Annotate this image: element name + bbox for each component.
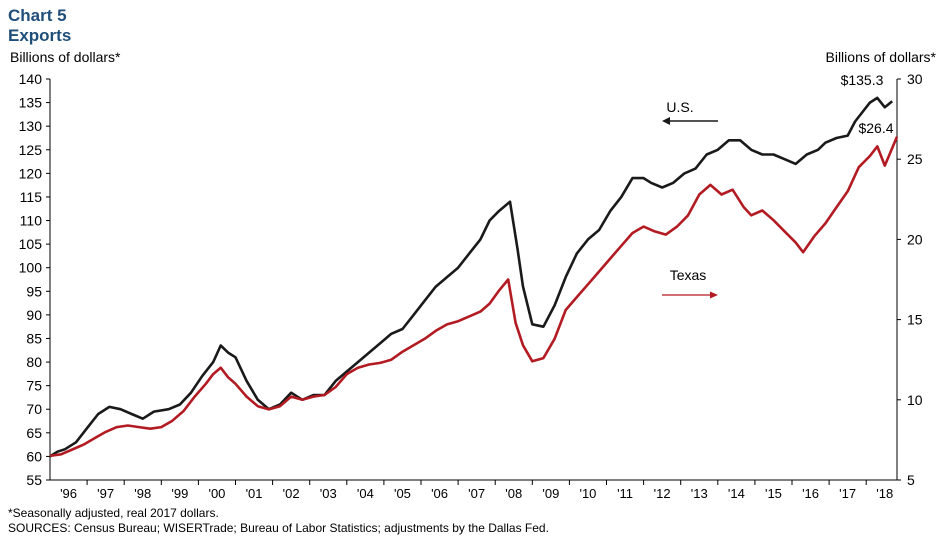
right-axis-tick-label: 5 (907, 472, 915, 488)
x-axis-tick-label: '11 (617, 486, 633, 501)
left-axis-tick-label: 85 (26, 330, 42, 346)
x-axis-tick-label: '13 (691, 486, 708, 501)
texas-series-label: Texas (670, 267, 707, 283)
x-axis-tick-label: '02 (283, 486, 300, 501)
us-legend-arrowhead (662, 117, 670, 125)
chart-axes: 5560657075808590951001051101151201251301… (19, 71, 923, 501)
x-axis-tick-label: '14 (728, 486, 745, 501)
x-axis-tick-label: '15 (765, 486, 782, 501)
x-axis-tick-label: '04 (357, 486, 374, 501)
left-axis-tick-label: 130 (19, 118, 43, 134)
left-axis-tick-label: 135 (19, 95, 43, 111)
left-axis-tick-label: 120 (19, 165, 43, 181)
texas-exports-line (49, 136, 899, 458)
us-series-label: U.S. (666, 99, 693, 115)
left-axis-tick-label: 55 (26, 472, 42, 488)
x-axis-tick-label: '05 (394, 486, 411, 501)
texas-last-value-label: $26.4 (858, 120, 893, 136)
x-axis-tick-label: '07 (468, 486, 485, 501)
left-axis-tick-label: 100 (19, 260, 43, 276)
left-axis-tick-label: 110 (20, 213, 43, 229)
x-axis-tick-label: '18 (876, 486, 893, 501)
left-axis-tick-label: 90 (26, 307, 42, 323)
right-axis-tick-label: 15 (907, 312, 923, 328)
right-axis-tick-label: 20 (907, 231, 923, 247)
texas-legend-arrowhead (710, 291, 718, 299)
x-axis-tick-label: '10 (579, 486, 596, 501)
x-axis-tick-label: '00 (208, 486, 225, 501)
footnote-adjustment: *Seasonally adjusted, real 2017 dollars. (8, 506, 219, 520)
x-axis-tick-label: '03 (320, 486, 337, 501)
us-exports-line (49, 96, 894, 458)
footnote-sources: SOURCES: Census Bureau; WISERTrade; Bure… (8, 521, 549, 535)
x-axis-tick-label: '12 (654, 486, 671, 501)
left-axis-tick-label: 115 (20, 189, 43, 205)
x-axis-tick-label: '06 (431, 486, 448, 501)
left-axis-tick-label: 140 (19, 71, 43, 87)
x-axis-tick-label: '98 (134, 486, 151, 501)
right-axis-tick-label: 25 (907, 151, 923, 167)
x-axis-tick-label: '97 (97, 486, 114, 501)
left-axis-tick-label: 125 (19, 142, 43, 158)
us-last-value-label: $135.3 (841, 72, 884, 88)
left-axis-unit-label: Billions of dollars* (10, 49, 121, 65)
x-axis-tick-label: '09 (542, 486, 559, 501)
left-axis-tick-label: 70 (26, 401, 42, 417)
x-axis-tick-label: '01 (246, 486, 263, 501)
right-axis-unit-label: Billions of dollars* (825, 49, 937, 65)
chart-annotations: U.S. Texas $135.3 $26.4 (662, 72, 894, 299)
right-axis-tick-label: 30 (907, 71, 923, 87)
left-axis-tick-label: 75 (26, 378, 42, 394)
chart-number: Chart 5 (8, 6, 67, 25)
left-axis-tick-label: 60 (26, 448, 42, 464)
left-axis-tick-label: 95 (26, 283, 42, 299)
left-axis-tick-label: 105 (19, 236, 43, 252)
x-axis-tick-label: '17 (839, 486, 856, 501)
chart-series (49, 96, 899, 458)
right-axis-tick-label: 10 (907, 392, 923, 408)
x-axis-tick-label: '16 (802, 486, 819, 501)
chart-title: Exports (8, 26, 72, 45)
x-axis-tick-label: '08 (505, 486, 522, 501)
left-axis-tick-label: 80 (26, 354, 42, 370)
left-axis-tick-label: 65 (26, 425, 42, 441)
x-axis-tick-label: '96 (60, 486, 77, 501)
x-axis-tick-label: '99 (171, 486, 188, 501)
